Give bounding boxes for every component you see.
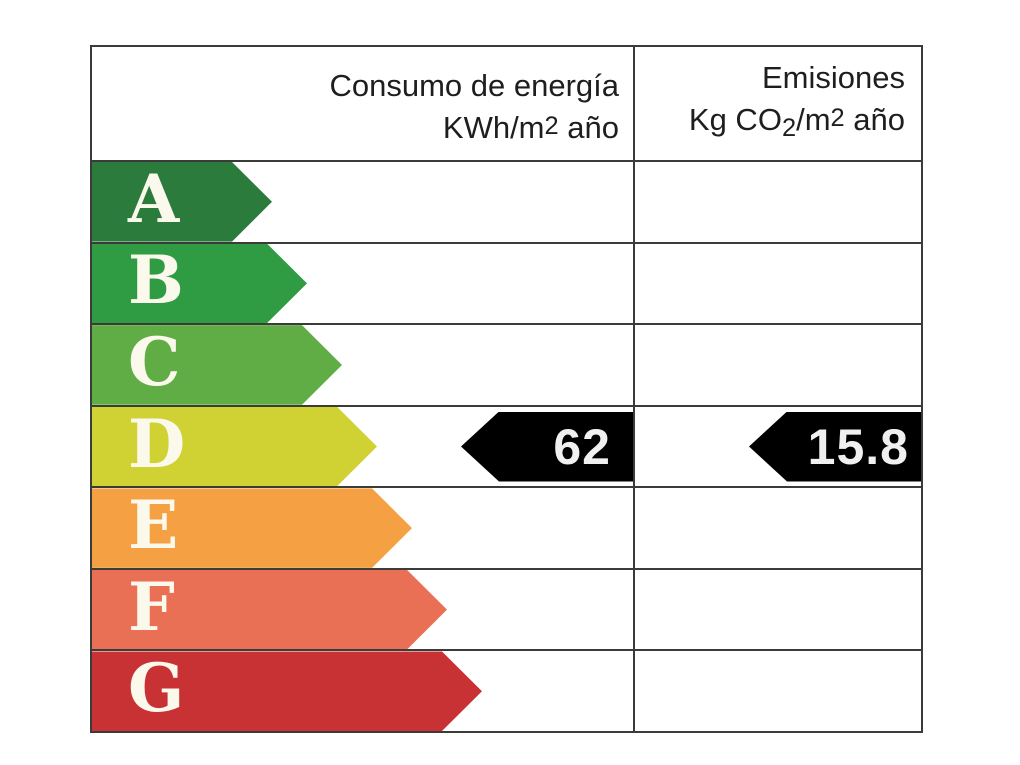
- rating-arrow-a: A: [92, 162, 272, 242]
- cell-emisiones-g: [633, 651, 921, 732]
- rating-letter-e: E: [128, 486, 179, 565]
- consumption-indicator-arrow-value: 62: [553, 418, 611, 475]
- rating-row-f: F: [92, 567, 921, 650]
- rating-letter-a: A: [128, 159, 180, 238]
- rating-table: Consumo de energía KWh/m2 año Emisiones …: [90, 45, 923, 733]
- rating-arrow-d: D: [92, 407, 377, 487]
- emissions-indicator-arrow: 15.8: [749, 411, 921, 482]
- cell-emisiones-e: [633, 488, 921, 568]
- cell-emisiones-b: [633, 243, 921, 324]
- header-emissions: Emisiones Kg CO2/m2 año: [633, 47, 921, 160]
- consumption-indicator-arrow: 62: [461, 411, 633, 482]
- cell-consumo-d: D 62: [92, 407, 633, 487]
- rating-letter-g: G: [128, 649, 185, 728]
- rating-row-b: B: [92, 241, 921, 324]
- cell-consumo-g: G: [92, 651, 633, 731]
- emissions-indicator-arrow-value: 15.8: [807, 418, 909, 475]
- header-emissions-unit: Kg CO2/m2 año: [688, 102, 905, 142]
- cell-emisiones-f: [633, 569, 921, 650]
- cell-consumo-a: A: [92, 162, 633, 242]
- rating-letter-d: D: [128, 404, 186, 483]
- rating-arrow-f: F: [92, 570, 447, 650]
- cell-consumo-e: E: [92, 488, 633, 568]
- rating-row-d: D 62 15.8: [92, 404, 921, 487]
- rating-arrow-e: E: [92, 488, 412, 568]
- header-consumption: Consumo de energía KWh/m2 año: [92, 47, 633, 160]
- rating-arrow-g: G: [92, 651, 482, 731]
- table-header: Consumo de energía KWh/m2 año Emisiones …: [92, 47, 921, 160]
- rating-arrow-c: C: [92, 325, 342, 405]
- header-emissions-title: Emisiones: [762, 60, 905, 95]
- cell-emisiones-d: 15.8: [633, 406, 921, 487]
- rating-row-c: C: [92, 323, 921, 405]
- cell-consumo-c: C: [92, 325, 633, 405]
- cell-emisiones-c: [633, 325, 921, 405]
- header-consumption-unit: KWh/m2 año: [442, 110, 619, 145]
- rating-row-e: E: [92, 486, 921, 568]
- cell-consumo-f: F: [92, 570, 633, 650]
- cell-emisiones-a: [633, 162, 921, 242]
- cell-consumo-b: B: [92, 244, 633, 324]
- rating-arrow-b: B: [92, 244, 307, 324]
- rating-letter-b: B: [128, 241, 184, 320]
- header-consumption-title: Consumo de energía: [329, 68, 619, 103]
- rating-row-a: A: [92, 160, 921, 242]
- rating-letter-c: C: [128, 322, 181, 401]
- rating-letter-f: F: [128, 567, 175, 646]
- rating-row-g: G: [92, 649, 921, 732]
